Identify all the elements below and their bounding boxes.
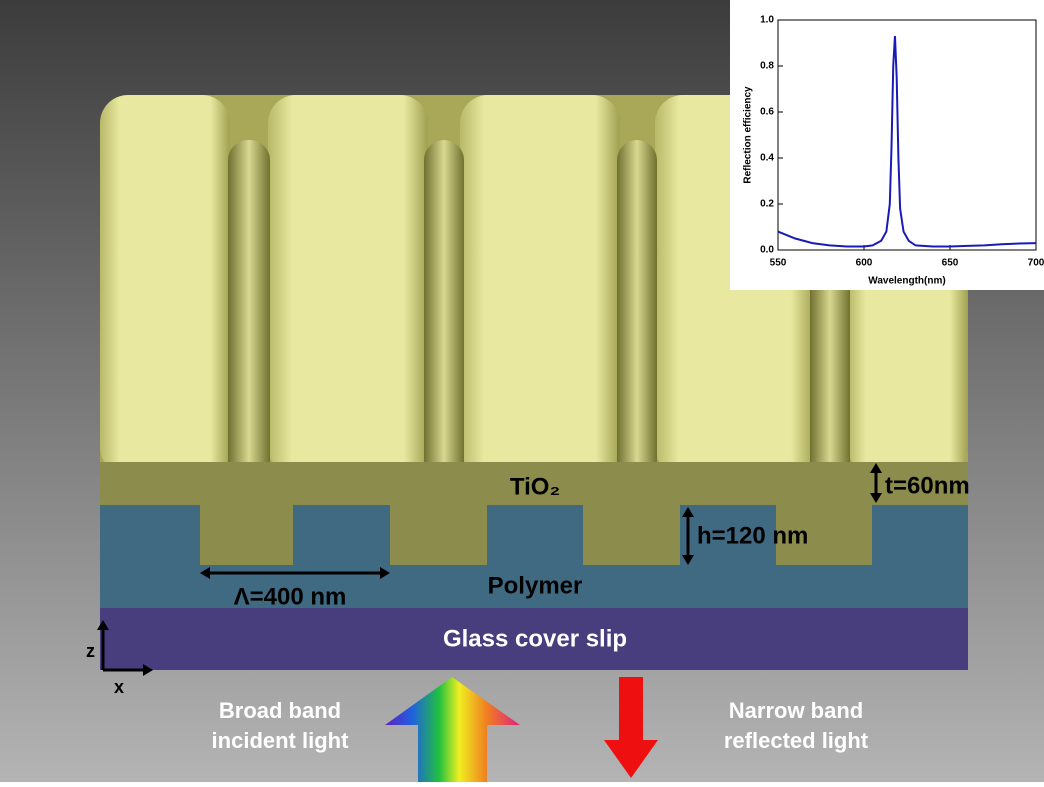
incident-label: Broad band [219,698,341,723]
y-axis-label: Reflection efficiency [743,86,754,184]
x-tick-label: 550 [770,258,787,269]
y-tick-label: 0.0 [760,245,774,256]
incident-label: incident light [212,728,350,753]
glass-label: Glass cover slip [443,625,627,652]
diagram: TiO₂ t=60nm h=120 nm Λ=400 nm Polymer Gl… [0,0,1044,782]
polymer-label: Polymer [488,572,583,599]
y-tick-label: 1.0 [760,15,774,26]
page: TiO₂ t=60nm h=120 nm Λ=400 nm Polymer Gl… [0,0,1044,782]
reflected-label: reflected light [724,728,869,753]
reflected-label: Narrow band [729,698,863,723]
tio2-label: TiO₂ [510,473,560,500]
axis-z: z [86,641,95,661]
x-tick-label: 600 [856,258,873,269]
y-tick-label: 0.6 [760,107,774,118]
axis-x: x [114,677,124,697]
period-label: Λ=400 nm [234,583,347,610]
y-tick-label: 0.8 [760,61,774,72]
inset-chart-frame [730,0,1044,290]
x-tick-label: 700 [1028,258,1044,269]
thickness-label: t=60nm [885,472,970,499]
x-axis-label: Wavelength(nm) [868,276,945,287]
y-tick-label: 0.4 [760,153,774,164]
x-tick-label: 650 [942,258,959,269]
y-tick-label: 0.2 [760,199,774,210]
height-label: h=120 nm [697,522,808,549]
